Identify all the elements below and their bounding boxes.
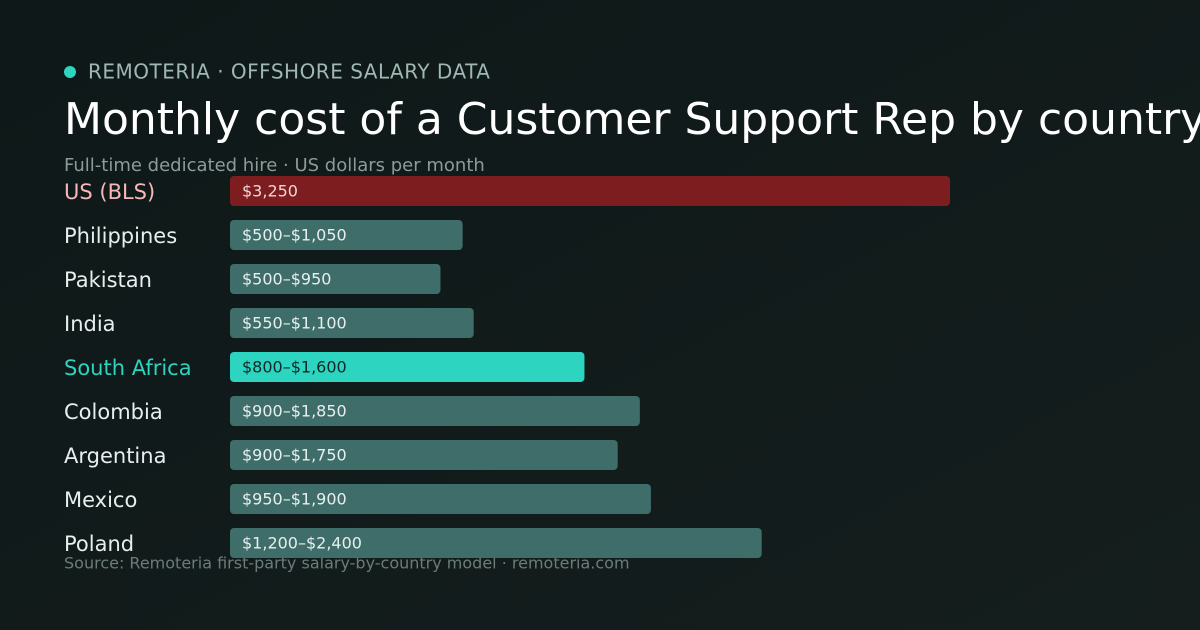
category-label: Pakistan: [64, 268, 152, 292]
eyebrow: REMOTERIA · OFFSHORE SALARY DATA: [88, 60, 490, 84]
value-label: $900–$1,850: [242, 402, 347, 421]
source: Source: Remoteria first-party salary-by-…: [64, 554, 630, 573]
category-label: US (BLS): [64, 180, 155, 204]
subtitle: Full-time dedicated hire · US dollars pe…: [64, 155, 485, 176]
bar: [230, 308, 474, 338]
category-label: Mexico: [64, 488, 137, 512]
category-label: Colombia: [64, 400, 163, 424]
bar: [230, 264, 441, 294]
bar: [230, 176, 950, 206]
bar: [230, 440, 618, 470]
value-label: $1,200–$2,400: [242, 534, 362, 553]
eyebrow-dot: [64, 66, 76, 78]
category-label: India: [64, 312, 116, 336]
bar: [230, 528, 762, 558]
chart-title: Monthly cost of a Customer Support Rep b…: [64, 94, 1200, 145]
category-label: South Africa: [64, 356, 192, 380]
category-label: Philippines: [64, 224, 177, 248]
value-label: $550–$1,100: [242, 314, 347, 333]
bar: [230, 396, 640, 426]
bar: [230, 484, 651, 514]
category-label: Poland: [64, 532, 134, 556]
bar: [230, 220, 463, 250]
value-label: $500–$950: [242, 270, 331, 289]
value-label: $500–$1,050: [242, 226, 347, 245]
value-label: $950–$1,900: [242, 490, 347, 509]
value-label: $800–$1,600: [242, 358, 347, 377]
bar: [230, 352, 585, 382]
value-label: $3,250: [242, 182, 298, 201]
value-label: $900–$1,750: [242, 446, 347, 465]
category-label: Argentina: [64, 444, 166, 468]
